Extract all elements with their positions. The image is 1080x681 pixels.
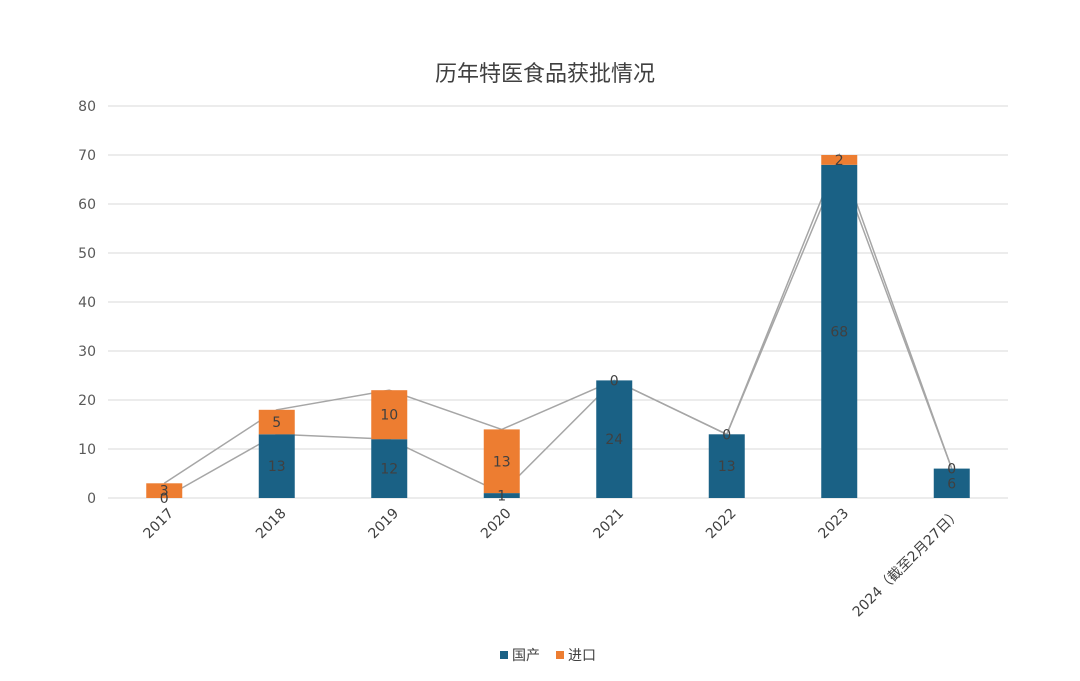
data-label-import-6: 2 [835,153,844,169]
legend-swatch-0 [500,651,508,659]
y-tick-label-70: 70 [78,148,96,164]
gridlines [108,105,1008,499]
bar-import-1 [258,409,295,435]
bar-import-2 [371,390,408,440]
x-tick-label-1: 2018 [253,506,290,543]
chart-title: 历年特医食品获批情况 [435,62,655,87]
data-label-import-5: 0 [722,427,731,443]
y-tick-label-60: 60 [78,197,96,213]
series-lines [163,152,953,499]
bar-domestic-3 [483,493,520,498]
x-tick-label-0: 2017 [141,506,178,543]
legend-swatch-1 [556,651,564,659]
x-tick-label-6: 2023 [816,506,853,543]
data-label-domestic-0: 0 [160,491,169,507]
x-tick-label-5: 2022 [703,506,740,543]
data-label-import-3: 13 [493,454,511,470]
bar-domestic-5 [708,434,745,498]
series-line-domestic [163,162,953,499]
legend: 国产 进口 [500,648,596,664]
data-label-import-4: 0 [610,373,619,389]
data-label-import-0: 3 [160,484,169,500]
y-axis-ticks: 0 10 20 30 40 50 60 70 80 [78,99,96,507]
data-label-import-7: 0 [947,462,956,478]
y-tick-label-80: 80 [78,99,96,115]
bar-import-3 [483,429,520,494]
bar-domestic-2 [371,439,408,498]
y-tick-label-30: 30 [78,344,96,360]
data-label-import-1: 5 [272,415,281,431]
x-tick-label-4: 2021 [591,506,628,543]
data-label-domestic-5: 13 [718,459,736,475]
y-tick-label-40: 40 [78,295,96,311]
bar-domestic-4 [596,380,633,498]
legend-label-0: 国产 [512,648,540,664]
bar-domestic-6 [821,164,858,499]
y-tick-label-10: 10 [78,442,96,458]
x-tick-label-2: 2019 [366,506,403,543]
data-label-domestic-6: 68 [830,324,848,340]
legend-label-1: 进口 [568,648,596,664]
x-tick-label-7: 2024（截至2月27日） [850,506,965,621]
x-tick-label-3: 2020 [478,506,515,543]
data-label-import-2: 10 [380,408,398,424]
data-label-domestic-3: 1 [497,489,506,505]
x-axis-ticks: 2017 2018 2019 2020 2021 2022 20232024（截至2月27日… [141,506,965,621]
bar-domestic-1 [258,434,295,498]
data-label-domestic-4: 24 [605,432,623,448]
y-tick-label-20: 20 [78,393,96,409]
data-label-domestic-2: 12 [380,462,398,478]
bar-import-6 [821,155,858,165]
series-line-import [163,152,953,484]
data-label-domestic-7: 6 [947,476,956,492]
y-tick-label-50: 50 [78,246,96,262]
bar-domestic-7 [933,468,970,498]
bars [146,155,970,499]
bar-import-0 [146,483,183,498]
data-label-domestic-1: 13 [268,459,286,475]
y-tick-label-0: 0 [87,491,96,507]
